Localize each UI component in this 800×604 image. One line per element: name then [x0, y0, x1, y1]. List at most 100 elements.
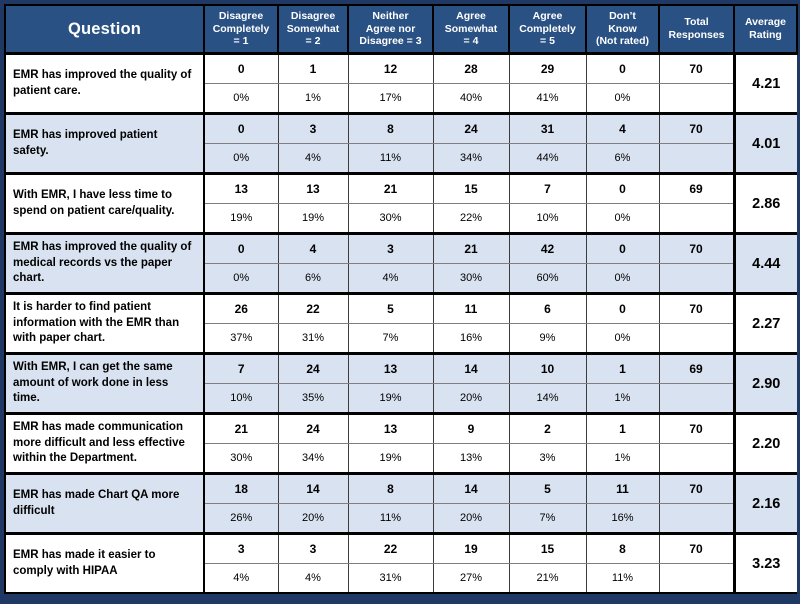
- count-cell: 22: [277, 292, 348, 324]
- count-cell: 11: [585, 472, 659, 504]
- table-row-percents: 37% 31% 7% 16% 9% 0%: [5, 323, 797, 354]
- question-cell: EMR has improved patient safety.: [4, 112, 205, 175]
- percent-cell: 11%: [585, 563, 659, 593]
- percent-cell: 21%: [508, 563, 586, 593]
- total-empty-cell: [658, 563, 734, 593]
- column-header-total-responses: Total Responses: [658, 4, 735, 55]
- average-rating-cell: 4.21: [732, 52, 797, 114]
- total-empty-cell: [658, 503, 734, 534]
- header-row: Question Disagree Completely = 1 Disagre…: [4, 4, 798, 55]
- count-cell: 13: [203, 172, 278, 204]
- percent-cell: 1%: [585, 443, 659, 474]
- count-cell: 8: [347, 112, 433, 144]
- percent-cell: 6%: [277, 263, 348, 294]
- total-responses-cell: 70: [658, 292, 734, 324]
- column-header-disagree-somewhat: Disagree Somewhat = 2: [277, 4, 349, 55]
- count-cell: 5: [347, 292, 433, 324]
- count-cell: 21: [432, 232, 509, 264]
- percent-cell: 11%: [347, 503, 433, 534]
- total-empty-cell: [658, 323, 734, 354]
- percent-cell: 0%: [585, 323, 659, 354]
- percent-cell: 31%: [347, 563, 433, 593]
- column-header-average-rating: Average Rating: [733, 4, 798, 55]
- question-cell: EMR has made Chart QA more difficult: [4, 472, 205, 535]
- total-empty-cell: [658, 263, 734, 294]
- average-rating-cell: 4.01: [732, 112, 797, 174]
- count-cell: 14: [432, 472, 509, 504]
- percent-cell: 30%: [203, 443, 278, 474]
- count-cell: 1: [277, 52, 348, 84]
- question-cell: It is harder to find patient information…: [4, 292, 205, 355]
- percent-cell: 14%: [508, 383, 586, 414]
- count-cell: 5: [508, 472, 586, 504]
- percent-cell: 30%: [347, 203, 433, 234]
- percent-cell: 19%: [347, 383, 433, 414]
- average-rating-cell: 2.20: [732, 412, 797, 474]
- total-empty-cell: [658, 443, 734, 474]
- count-cell: 11: [432, 292, 509, 324]
- percent-cell: 19%: [277, 203, 348, 234]
- percent-cell: 0%: [585, 203, 659, 234]
- total-responses-cell: 70: [658, 412, 734, 444]
- count-cell: 0: [585, 292, 659, 324]
- count-cell: 0: [585, 52, 659, 84]
- column-header-dont-know: Don’t Know (Not rated): [585, 4, 660, 55]
- percent-cell: 20%: [277, 503, 348, 534]
- count-cell: 7: [203, 352, 278, 384]
- average-rating-cell: 3.23: [732, 532, 797, 593]
- count-cell: 0: [203, 232, 278, 264]
- percent-cell: 34%: [432, 143, 509, 174]
- count-cell: 7: [508, 172, 586, 204]
- survey-results-table: Question Disagree Completely = 1 Disagre…: [4, 4, 798, 594]
- percent-cell: 0%: [203, 263, 278, 294]
- count-cell: 9: [432, 412, 509, 444]
- question-cell: EMR has made communication more difficul…: [4, 412, 205, 475]
- percent-cell: 40%: [432, 83, 509, 114]
- percent-cell: 10%: [203, 383, 278, 414]
- question-column-header: Question: [4, 4, 205, 55]
- table-row-percents: 0% 4% 11% 34% 44% 6%: [5, 143, 797, 174]
- count-cell: 24: [277, 412, 348, 444]
- table-row-counts: EMR has improved patient safety. 0 3 8 2…: [4, 112, 797, 175]
- count-cell: 0: [585, 172, 659, 204]
- percent-cell: 7%: [508, 503, 586, 534]
- table-row-percents: 10% 35% 19% 20% 14% 1%: [5, 383, 797, 414]
- total-responses-cell: 70: [658, 232, 734, 264]
- count-cell: 31: [508, 112, 586, 144]
- table-row-counts: EMR has improved the quality of patient …: [4, 52, 797, 115]
- percent-cell: 20%: [432, 383, 509, 414]
- count-cell: 10: [508, 352, 586, 384]
- percent-cell: 7%: [347, 323, 433, 354]
- average-rating-cell: 4.44: [732, 232, 797, 294]
- total-responses-cell: 69: [658, 352, 734, 384]
- count-cell: 0: [203, 52, 278, 84]
- table-row-percents: 26% 20% 11% 20% 7% 16%: [5, 503, 797, 534]
- percent-cell: 44%: [508, 143, 586, 174]
- count-cell: 24: [277, 352, 348, 384]
- percent-cell: 1%: [277, 83, 348, 114]
- count-cell: 19: [432, 532, 509, 564]
- count-cell: 42: [508, 232, 586, 264]
- count-cell: 4: [585, 112, 659, 144]
- total-empty-cell: [658, 203, 734, 234]
- count-cell: 3: [203, 532, 278, 564]
- count-cell: 14: [432, 352, 509, 384]
- percent-cell: 34%: [277, 443, 348, 474]
- total-empty-cell: [658, 143, 734, 174]
- table-row-percents: 19% 19% 30% 22% 10% 0%: [5, 203, 797, 234]
- percent-cell: 30%: [432, 263, 509, 294]
- column-header-disagree-completely: Disagree Completely = 1: [203, 4, 279, 55]
- count-cell: 13: [347, 352, 433, 384]
- question-cell: EMR has improved the quality of medical …: [4, 232, 205, 295]
- percent-cell: 4%: [347, 263, 433, 294]
- total-responses-cell: 70: [658, 112, 734, 144]
- percent-cell: 16%: [432, 323, 509, 354]
- percent-cell: 37%: [203, 323, 278, 354]
- percent-cell: 20%: [432, 503, 509, 534]
- survey-table-body: EMR has improved the quality of patient …: [4, 52, 797, 594]
- count-cell: 28: [432, 52, 509, 84]
- percent-cell: 10%: [508, 203, 586, 234]
- percent-cell: 4%: [203, 563, 278, 593]
- count-cell: 4: [277, 232, 348, 264]
